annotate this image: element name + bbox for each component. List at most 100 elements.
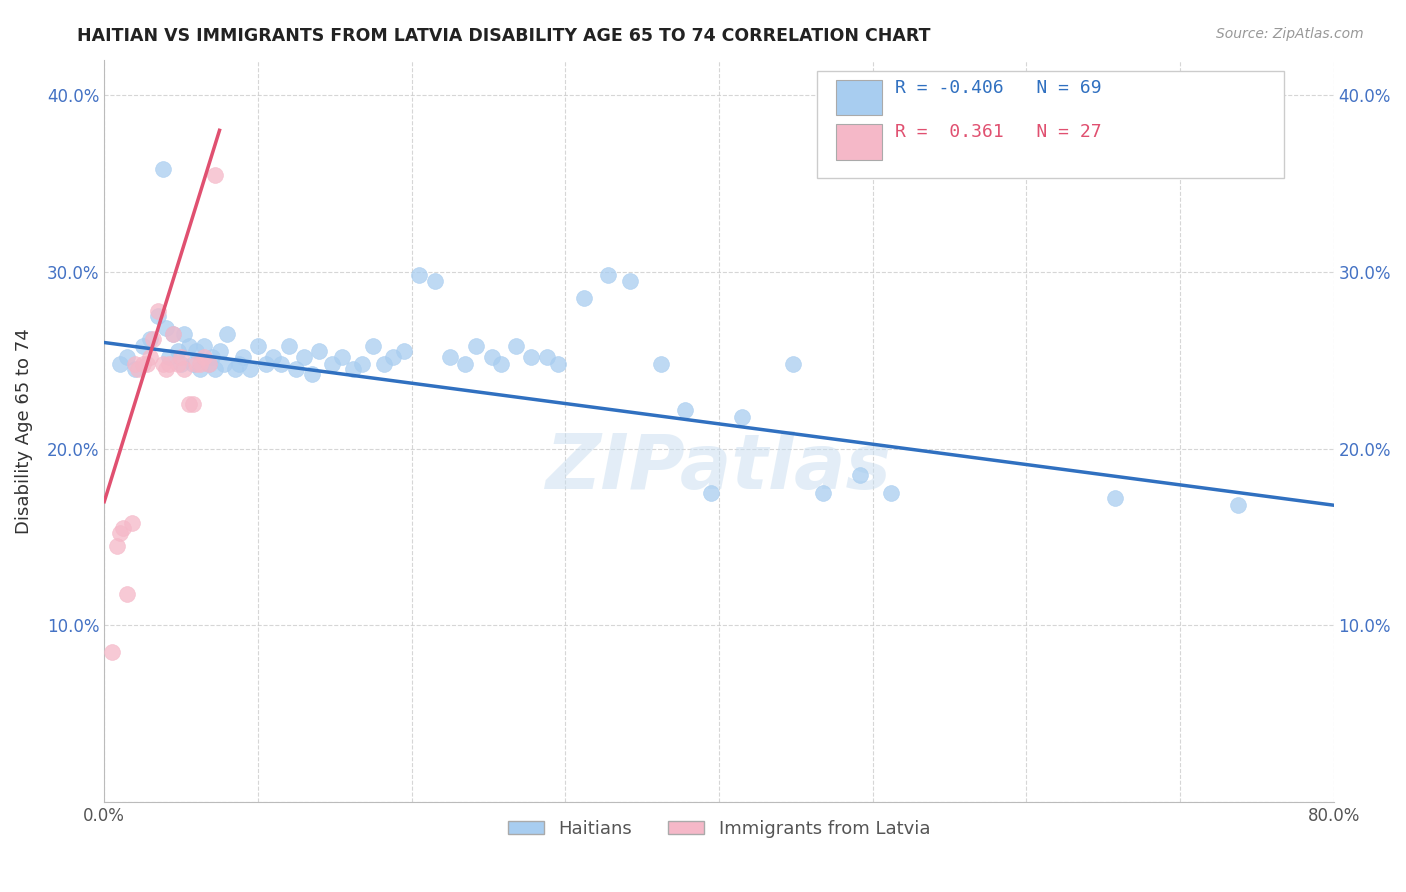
Point xyxy=(731,409,754,424)
Point xyxy=(880,485,903,500)
Point xyxy=(239,362,262,376)
Point xyxy=(101,645,124,659)
Point xyxy=(186,357,208,371)
Point xyxy=(361,339,384,353)
Point xyxy=(208,344,231,359)
FancyBboxPatch shape xyxy=(817,70,1285,178)
Point xyxy=(188,362,211,376)
Point xyxy=(782,357,804,371)
Point xyxy=(193,339,215,353)
Point xyxy=(813,485,835,500)
Point xyxy=(373,357,395,371)
Point xyxy=(127,362,149,376)
Point xyxy=(108,357,131,371)
FancyBboxPatch shape xyxy=(835,79,883,115)
Point xyxy=(108,526,131,541)
Point xyxy=(162,326,184,341)
Point xyxy=(111,521,134,535)
Point xyxy=(520,350,543,364)
Point xyxy=(392,344,415,359)
Point xyxy=(162,326,184,341)
Point xyxy=(197,357,219,371)
Point xyxy=(173,326,195,341)
Point xyxy=(173,362,195,376)
Point xyxy=(157,350,180,364)
Point xyxy=(650,357,672,371)
Point xyxy=(352,357,374,371)
Point xyxy=(155,321,177,335)
Point xyxy=(849,468,872,483)
Point xyxy=(212,357,235,371)
Point xyxy=(619,274,641,288)
Point xyxy=(246,339,269,353)
Point xyxy=(177,339,200,353)
Point xyxy=(131,339,153,353)
Point xyxy=(124,362,146,376)
Point xyxy=(700,485,723,500)
Point xyxy=(285,362,308,376)
Point xyxy=(489,357,512,371)
Point xyxy=(382,350,405,364)
Point xyxy=(204,362,226,376)
Point xyxy=(1227,498,1250,512)
Point xyxy=(193,350,215,364)
Point xyxy=(105,539,128,553)
Point xyxy=(170,357,193,371)
Point xyxy=(204,168,226,182)
Y-axis label: Disability Age 65 to 74: Disability Age 65 to 74 xyxy=(15,328,32,533)
Point xyxy=(342,362,364,376)
Text: HAITIAN VS IMMIGRANTS FROM LATVIA DISABILITY AGE 65 TO 74 CORRELATION CHART: HAITIAN VS IMMIGRANTS FROM LATVIA DISABI… xyxy=(77,27,931,45)
Point xyxy=(465,339,488,353)
Point xyxy=(454,357,477,371)
Point xyxy=(536,350,558,364)
Point xyxy=(152,357,174,371)
Point xyxy=(188,357,211,371)
Point xyxy=(262,350,284,364)
FancyBboxPatch shape xyxy=(835,124,883,160)
Point xyxy=(197,357,219,371)
Point xyxy=(439,350,461,364)
Point xyxy=(167,344,190,359)
Point xyxy=(572,291,595,305)
Point xyxy=(1104,491,1126,505)
Point xyxy=(673,402,696,417)
Point xyxy=(170,350,193,364)
Point xyxy=(177,397,200,411)
Text: ZIPatlas: ZIPatlas xyxy=(546,431,891,505)
Point xyxy=(167,357,190,371)
Point xyxy=(232,350,254,364)
Point xyxy=(136,357,159,371)
Point xyxy=(301,368,323,382)
Point xyxy=(505,339,527,353)
Point xyxy=(155,362,177,376)
Text: Source: ZipAtlas.com: Source: ZipAtlas.com xyxy=(1216,27,1364,41)
Point xyxy=(228,357,250,371)
Point xyxy=(117,586,139,600)
Point xyxy=(152,162,174,177)
Legend: Haitians, Immigrants from Latvia: Haitians, Immigrants from Latvia xyxy=(501,813,938,846)
Point xyxy=(131,357,153,371)
Point xyxy=(598,268,620,283)
Text: R =  0.361   N = 27: R = 0.361 N = 27 xyxy=(894,123,1101,141)
Point xyxy=(117,350,139,364)
Point xyxy=(217,326,239,341)
Point xyxy=(146,309,169,323)
Point xyxy=(139,350,162,364)
Point xyxy=(183,397,205,411)
Point xyxy=(321,357,343,371)
Point xyxy=(292,350,315,364)
Point xyxy=(201,350,224,364)
Point xyxy=(332,350,354,364)
Point xyxy=(124,357,146,371)
Point xyxy=(224,362,246,376)
Point xyxy=(254,357,277,371)
Text: R = -0.406   N = 69: R = -0.406 N = 69 xyxy=(894,78,1101,97)
Point xyxy=(121,516,143,530)
Point xyxy=(423,274,446,288)
Point xyxy=(270,357,292,371)
Point xyxy=(277,339,299,353)
Point xyxy=(142,332,165,346)
Point xyxy=(146,303,169,318)
Point xyxy=(157,357,180,371)
Point xyxy=(308,344,330,359)
